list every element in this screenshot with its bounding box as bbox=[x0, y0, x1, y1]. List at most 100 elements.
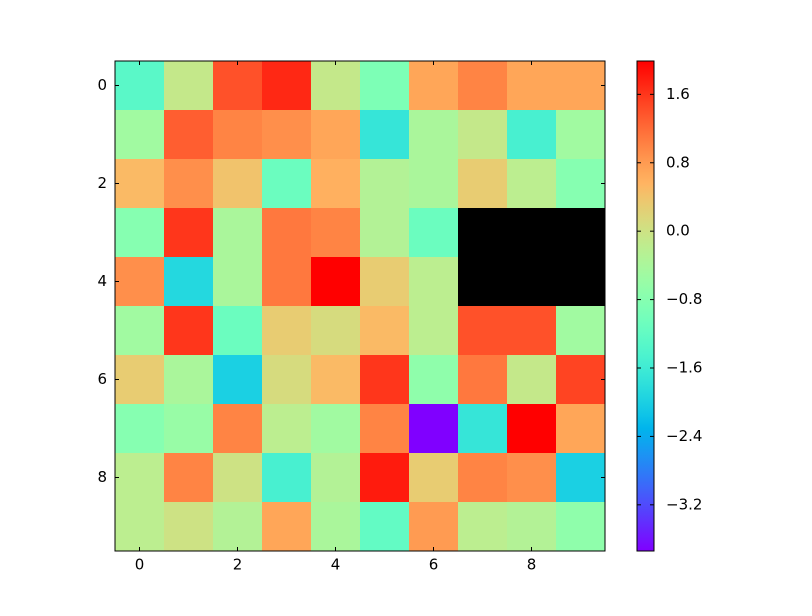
cell bbox=[507, 453, 557, 503]
cell bbox=[213, 208, 263, 258]
cell bbox=[115, 159, 165, 209]
cell bbox=[115, 208, 165, 258]
cell bbox=[115, 404, 165, 454]
y-tick-label: 8 bbox=[97, 468, 107, 486]
masked-cell bbox=[507, 208, 557, 258]
cell bbox=[556, 159, 606, 209]
cell bbox=[213, 61, 263, 111]
cell bbox=[409, 159, 459, 209]
cell bbox=[507, 159, 557, 209]
x-tick-label: 6 bbox=[429, 556, 439, 574]
x-tick-label: 4 bbox=[331, 556, 341, 574]
masked-cell bbox=[556, 208, 606, 258]
cell bbox=[164, 61, 214, 111]
cell bbox=[507, 404, 557, 454]
y-tick-label: 6 bbox=[97, 370, 107, 388]
masked-cell bbox=[556, 257, 606, 307]
cell bbox=[164, 355, 214, 405]
cell bbox=[115, 355, 165, 405]
cell bbox=[556, 453, 606, 503]
cell bbox=[360, 453, 410, 503]
cell bbox=[409, 257, 459, 307]
cell bbox=[262, 306, 312, 356]
cell bbox=[458, 404, 508, 454]
cell bbox=[262, 404, 312, 454]
cell bbox=[409, 208, 459, 258]
cell bbox=[213, 257, 263, 307]
cell bbox=[409, 502, 459, 552]
masked-cell bbox=[458, 208, 508, 258]
cell bbox=[213, 502, 263, 552]
cell bbox=[311, 306, 361, 356]
cell bbox=[360, 208, 410, 258]
cell bbox=[213, 159, 263, 209]
cell bbox=[507, 355, 557, 405]
cell bbox=[213, 355, 263, 405]
cell bbox=[360, 502, 410, 552]
x-tick-label: 8 bbox=[527, 556, 537, 574]
cell bbox=[164, 110, 214, 160]
cell bbox=[164, 159, 214, 209]
colorbar-tick-label: −1.6 bbox=[666, 358, 702, 376]
cell bbox=[262, 453, 312, 503]
cell bbox=[360, 257, 410, 307]
cell bbox=[409, 61, 459, 111]
cell bbox=[458, 110, 508, 160]
cell bbox=[115, 306, 165, 356]
cell bbox=[507, 502, 557, 552]
cell bbox=[556, 306, 606, 356]
cell bbox=[213, 306, 263, 356]
colorbar-tick-label: 0.0 bbox=[666, 222, 690, 240]
cell bbox=[262, 159, 312, 209]
colorbar bbox=[636, 60, 655, 552]
cell bbox=[115, 453, 165, 503]
x-tick-label: 2 bbox=[233, 556, 243, 574]
cell bbox=[360, 404, 410, 454]
cell bbox=[360, 159, 410, 209]
cell bbox=[164, 404, 214, 454]
cell bbox=[311, 208, 361, 258]
cell bbox=[115, 502, 165, 552]
cell bbox=[164, 257, 214, 307]
cell bbox=[458, 61, 508, 111]
x-tick-label: 0 bbox=[135, 556, 145, 574]
cell bbox=[115, 257, 165, 307]
cell bbox=[164, 208, 214, 258]
cell bbox=[409, 110, 459, 160]
cell bbox=[213, 453, 263, 503]
colorbar-tick-label: 0.8 bbox=[666, 153, 690, 171]
cell bbox=[262, 502, 312, 552]
cell bbox=[409, 355, 459, 405]
cell bbox=[507, 110, 557, 160]
cell bbox=[311, 355, 361, 405]
cell bbox=[458, 159, 508, 209]
cell bbox=[262, 110, 312, 160]
colorbar-tick-label: −2.4 bbox=[666, 427, 702, 445]
cell bbox=[311, 502, 361, 552]
cell bbox=[311, 404, 361, 454]
cell bbox=[311, 61, 361, 111]
cell bbox=[409, 453, 459, 503]
cell bbox=[262, 257, 312, 307]
cell bbox=[311, 110, 361, 160]
cell bbox=[458, 306, 508, 356]
cell bbox=[556, 404, 606, 454]
cell bbox=[360, 355, 410, 405]
cell bbox=[262, 355, 312, 405]
colorbar-tick-label: −3.2 bbox=[666, 495, 702, 513]
cell bbox=[556, 502, 606, 552]
cell bbox=[311, 453, 361, 503]
colorbar-tick-label: 1.6 bbox=[666, 85, 690, 103]
cell bbox=[556, 355, 606, 405]
cell bbox=[360, 61, 410, 111]
cell bbox=[360, 110, 410, 160]
cell bbox=[556, 61, 606, 111]
y-tick-label: 2 bbox=[97, 174, 107, 192]
cell bbox=[164, 502, 214, 552]
masked-cell bbox=[458, 257, 508, 307]
cell bbox=[507, 306, 557, 356]
cell bbox=[458, 355, 508, 405]
cell bbox=[115, 110, 165, 160]
cell bbox=[115, 61, 165, 111]
